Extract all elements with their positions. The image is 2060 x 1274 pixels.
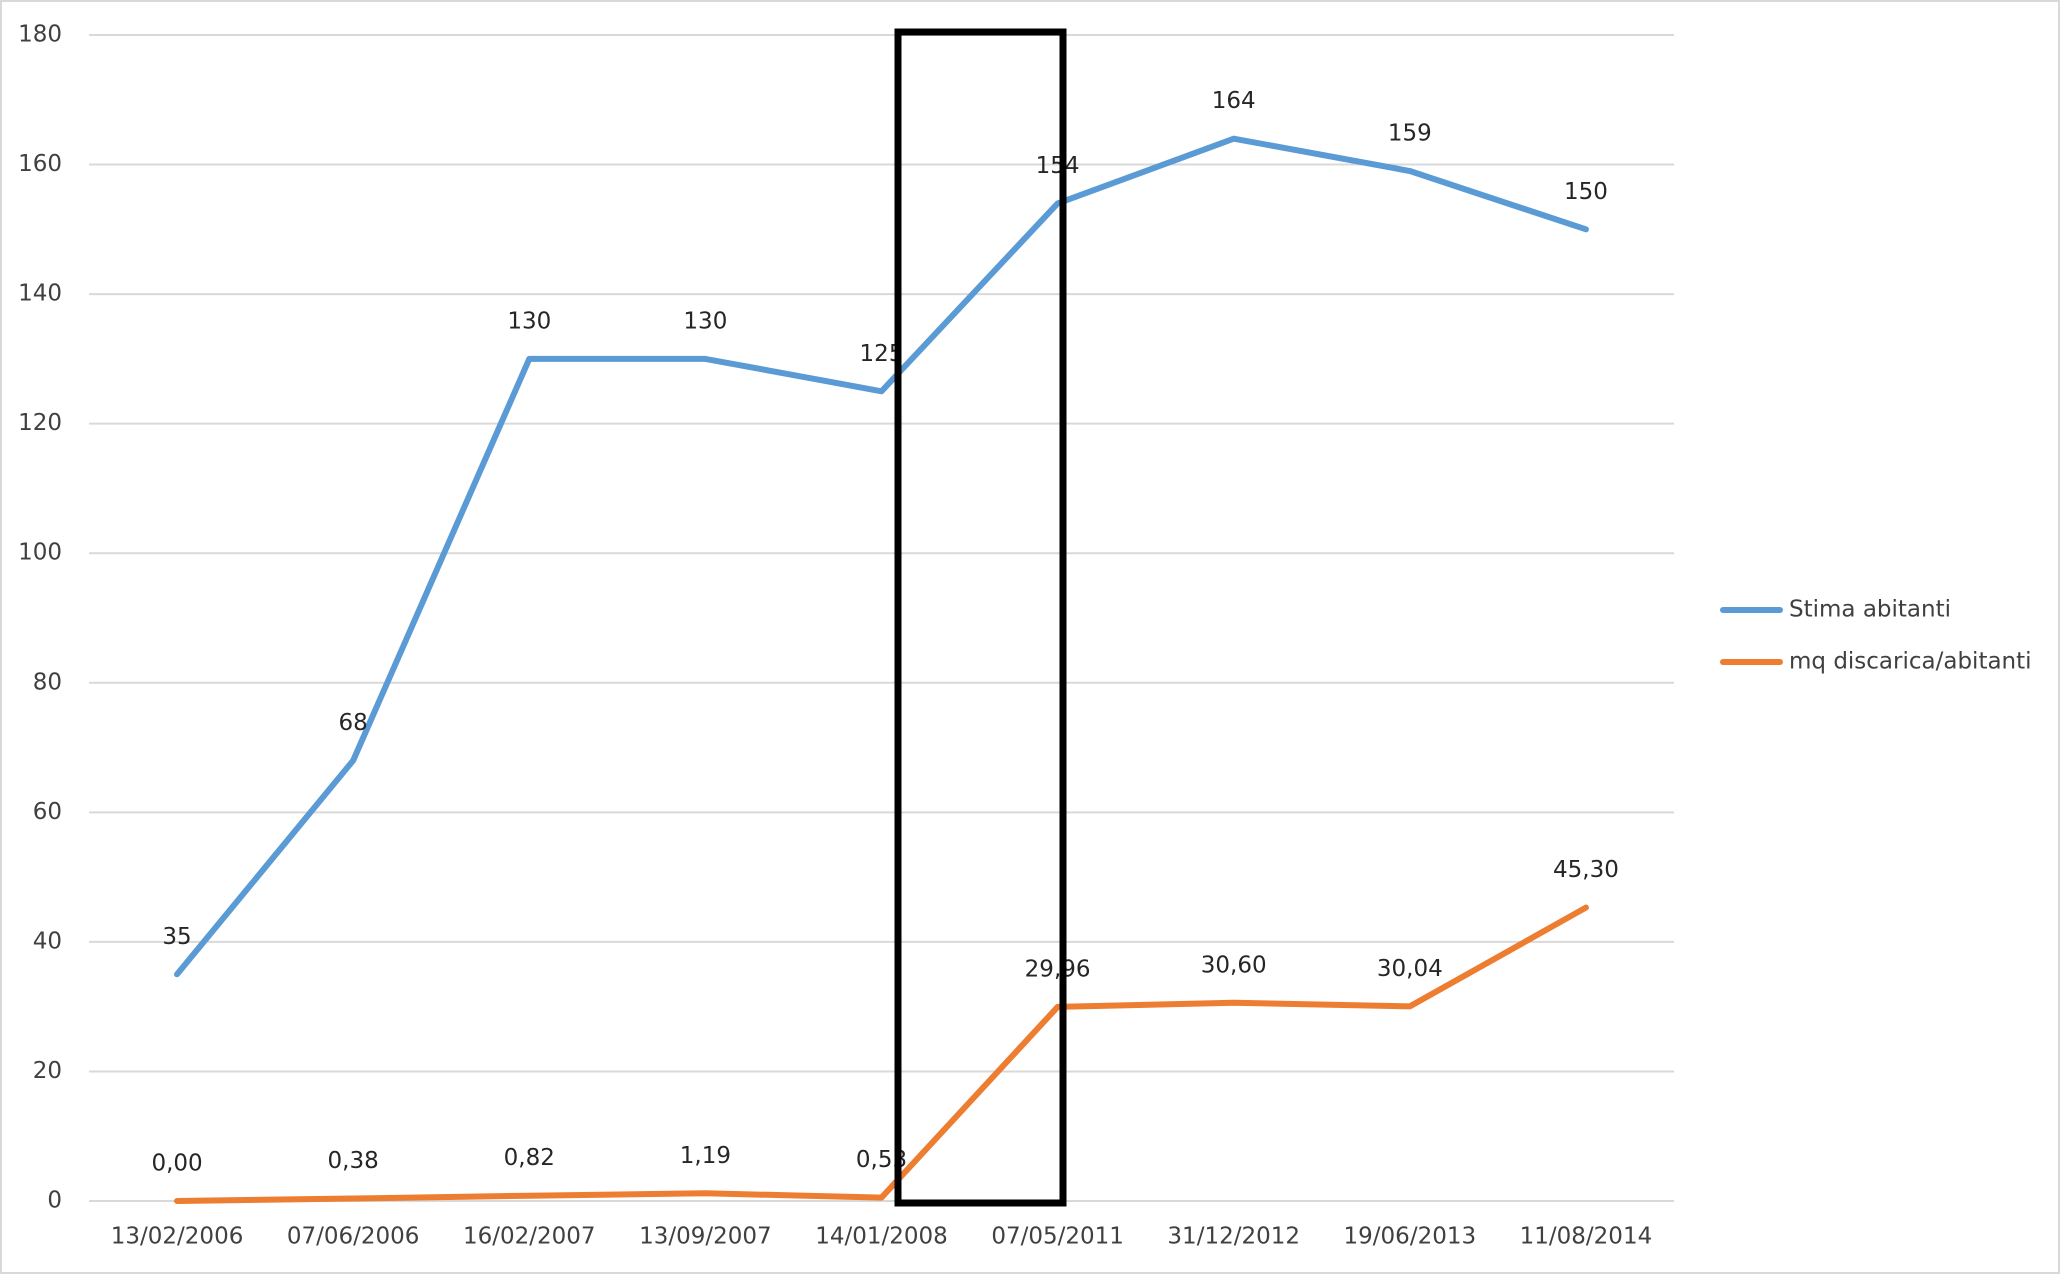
y-tick-label: 40 — [33, 928, 62, 954]
y-tick-label: 160 — [18, 151, 62, 177]
x-tick-label: 31/12/2012 — [1167, 1224, 1300, 1250]
data-label: 68 — [339, 710, 368, 736]
y-tick-label: 120 — [18, 410, 62, 436]
y-tick-label: 0 — [47, 1188, 62, 1214]
series-line — [174, 135, 1589, 978]
data-label: 29,96 — [1025, 956, 1091, 982]
data-label: 30,04 — [1377, 956, 1443, 982]
data-label: 0,38 — [328, 1148, 379, 1174]
data-label: 1,19 — [680, 1143, 731, 1169]
data-label: 154 — [1036, 153, 1080, 179]
data-label: 164 — [1212, 88, 1256, 114]
data-label: 0,82 — [504, 1145, 555, 1171]
plot-area: 0 20 40 60 80 100 120 140 160 180 13/02/2006 07/06/… — [18, 22, 2031, 1250]
x-tick-label: 13/09/2007 — [639, 1224, 772, 1250]
data-label: 35 — [162, 924, 191, 950]
data-label: 150 — [1564, 179, 1608, 205]
x-tick-label: 13/02/2006 — [111, 1224, 244, 1250]
x-tick-label: 19/06/2013 — [1344, 1224, 1477, 1250]
y-tick-label: 100 — [18, 540, 62, 566]
data-label: 30,60 — [1201, 952, 1267, 978]
legend-label: mq discarica/abitanti — [1789, 649, 2032, 675]
x-tick-label: 07/05/2011 — [991, 1224, 1124, 1250]
data-label: 130 — [507, 308, 551, 334]
legend-label: Stima abitanti — [1789, 597, 1951, 623]
y-tick-label: 140 — [18, 281, 62, 307]
x-tick-label: 16/02/2007 — [463, 1224, 596, 1250]
y-tick-label: 20 — [33, 1058, 62, 1084]
x-tick-label: 07/06/2006 — [287, 1224, 420, 1250]
x-tick-label: 11/08/2014 — [1520, 1224, 1653, 1250]
data-label: 130 — [683, 308, 727, 334]
y-tick-label: 180 — [18, 22, 62, 48]
data-label: 0,00 — [151, 1151, 202, 1177]
series-line — [174, 904, 1589, 1204]
highlight-box — [894, 28, 1067, 1207]
y-tick-label: 80 — [33, 669, 62, 695]
data-label: 159 — [1388, 121, 1432, 147]
x-tick-label: 14/01/2008 — [815, 1224, 948, 1250]
y-tick-label: 60 — [33, 799, 62, 825]
data-label: 45,30 — [1553, 857, 1619, 883]
